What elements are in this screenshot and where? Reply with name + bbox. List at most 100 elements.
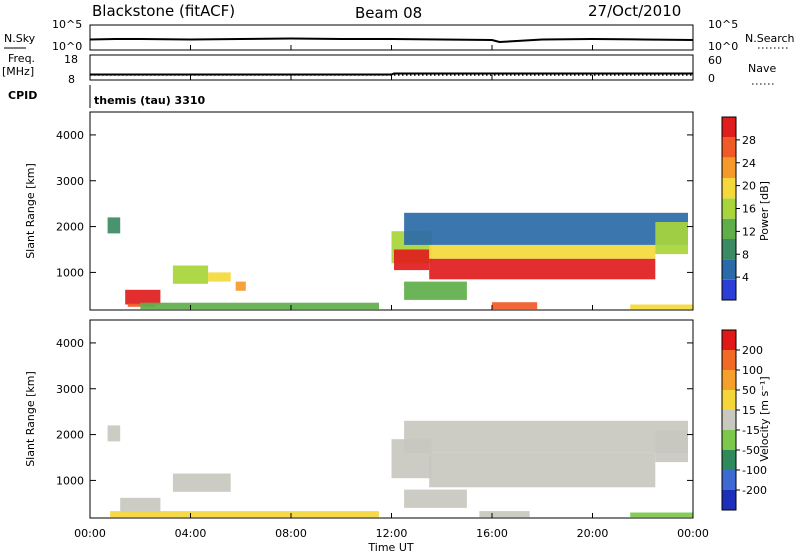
power-region-6	[140, 302, 379, 310]
velocity-region-1	[120, 497, 161, 514]
power-colorbar-swatch-1	[722, 259, 736, 280]
power-region-5	[235, 281, 246, 291]
velocity-colorbar-tick-label-1: 100	[742, 364, 763, 377]
velocity-colorbar-label: Velocity [m s⁻¹]	[758, 376, 771, 461]
power-region-11	[404, 212, 688, 245]
nsearch-label: N.Search	[745, 32, 795, 45]
power-colorbar-tick-label-3: 16	[742, 203, 756, 216]
cpid-value: themis (tau) 3310	[94, 94, 206, 107]
power-colorbar-tick-label-1: 24	[742, 157, 756, 170]
power-ytick-label-2: 3000	[56, 175, 84, 188]
power-region-12	[404, 281, 467, 300]
freq-unit-label: [MHz]	[2, 65, 34, 78]
velocity-y-axis: 1000 2000 3000 4000	[56, 337, 693, 487]
velocity-colorbar-swatch-7	[722, 350, 736, 370]
xtick-label-1: 04:00	[175, 527, 207, 540]
power-colorbar: 28 24 20 16 12 8 4	[721, 116, 756, 301]
power-colorbar-swatch-3	[722, 218, 736, 239]
power-colorbar-swatch-0	[722, 279, 736, 300]
velocity-colorbar-swatch-4	[722, 410, 736, 430]
power-colorbar-tick-label-0: 28	[742, 134, 756, 147]
power-colorbar-tick-label-4: 12	[742, 225, 756, 238]
power-region-3	[172, 265, 209, 284]
velocity-colorbar-tick-label-5: -50	[742, 444, 760, 457]
power-region-10	[429, 244, 656, 259]
nsearch-tick-top: 10^5	[708, 18, 738, 31]
power-y-axis: 1000 2000 3000 4000	[56, 129, 693, 279]
velocity-colorbar-swatch-1	[722, 470, 736, 490]
velocity-colorbar-swatch-6	[722, 370, 736, 390]
power-colorbar-swatch-2	[722, 239, 736, 260]
xtick-label-5: 20:00	[577, 527, 609, 540]
velocity-region-3	[110, 511, 379, 518]
velocity-ytick-label-3: 4000	[56, 337, 84, 350]
power-ytick-label-0: 1000	[56, 266, 84, 279]
nsky-tick-top: 10^5	[52, 18, 82, 31]
power-colorbar-swatch-4	[722, 198, 736, 219]
xtick-label-0: 00:00	[74, 527, 106, 540]
velocity-colorbar-swatch-5	[722, 390, 736, 410]
velocity-region-6	[404, 420, 688, 453]
power-data	[107, 212, 693, 310]
time-xlabel: Time UT	[367, 541, 413, 554]
velocity-colorbar-tick-label-0: 200	[742, 344, 763, 357]
velocity-colorbar-tick-label-6: -100	[742, 464, 767, 477]
nave-label: Nave	[748, 62, 776, 75]
velocity-colorbar-tick-label-4: -15	[742, 424, 760, 437]
freq-label: Freq.	[8, 52, 35, 65]
nave-tick-top: 60	[708, 54, 722, 67]
power-region-0	[107, 217, 121, 234]
date-title: 27/Oct/2010	[588, 2, 681, 20]
power-colorbar-swatch-6	[722, 157, 736, 178]
velocity-ytick-label-2: 3000	[56, 383, 84, 396]
power-ytick-label-3: 4000	[56, 129, 84, 142]
nsky-label: N.Sky	[4, 32, 36, 45]
xtick-label-2: 08:00	[275, 527, 307, 540]
velocity-data	[107, 420, 693, 518]
velocity-region-5	[429, 452, 656, 488]
power-region-9	[429, 258, 656, 280]
power-colorbar-swatch-5	[722, 178, 736, 199]
xtick-label-6: 00:00	[677, 527, 709, 540]
power-ylabel: Slant Range [km]	[24, 163, 37, 259]
velocity-colorbar-tick-label-3: 15	[742, 404, 756, 417]
station-title: Blackstone (fitACF)	[92, 2, 235, 20]
velocity-ylabel: Slant Range [km]	[24, 371, 37, 467]
power-region-1	[125, 289, 161, 305]
velocity-ytick-label-1: 2000	[56, 429, 84, 442]
velocity-colorbar-tick-label-7: -200	[742, 484, 767, 497]
nsky-tick-bottom: 10^0	[52, 40, 82, 53]
power-region-4	[208, 272, 231, 282]
velocity-region-7	[404, 489, 467, 508]
power-colorbar-tick-label-2: 20	[742, 180, 756, 193]
velocity-colorbar-swatch-8	[722, 330, 736, 350]
nave-tick-bottom: 0	[708, 72, 715, 85]
velocity-colorbar-swatch-0	[722, 490, 736, 510]
cpid-label: CPID	[8, 89, 37, 102]
power-colorbar-tick-label-6: 4	[742, 271, 749, 284]
power-region-13	[492, 302, 538, 310]
velocity-region-10	[630, 512, 693, 518]
nsearch-tick-bottom: 10^0	[708, 40, 738, 53]
xtick-label-4: 16:00	[476, 527, 508, 540]
power-colorbar-tick-label-5: 8	[742, 248, 749, 261]
beam-title: Beam 08	[355, 4, 422, 22]
power-colorbar-swatch-7	[722, 137, 736, 158]
velocity-colorbar: 200 100 50 15 -15 -50 -100 -200	[721, 329, 767, 511]
xtick-label-3: 12:00	[376, 527, 408, 540]
velocity-region-2	[172, 473, 231, 492]
power-colorbar-swatch-8	[722, 117, 736, 138]
time-x-axis: 00:00 04:00 08:00 12:00 16:00 20:00 00:00	[74, 45, 709, 540]
velocity-colorbar-tick-label-2: 50	[742, 384, 756, 397]
power-region-14	[655, 222, 688, 255]
velocity-colorbar-frame	[721, 329, 737, 511]
nsky-series	[89, 37, 694, 44]
freq-tick-top: 18	[64, 53, 78, 66]
power-region-15	[630, 304, 693, 310]
velocity-ytick-label-0: 1000	[56, 474, 84, 487]
power-colorbar-label: Power [dB]	[758, 181, 771, 241]
velocity-colorbar-swatch-2	[722, 450, 736, 470]
freq-tick-bottom: 8	[68, 73, 75, 86]
power-region-8	[394, 249, 430, 271]
